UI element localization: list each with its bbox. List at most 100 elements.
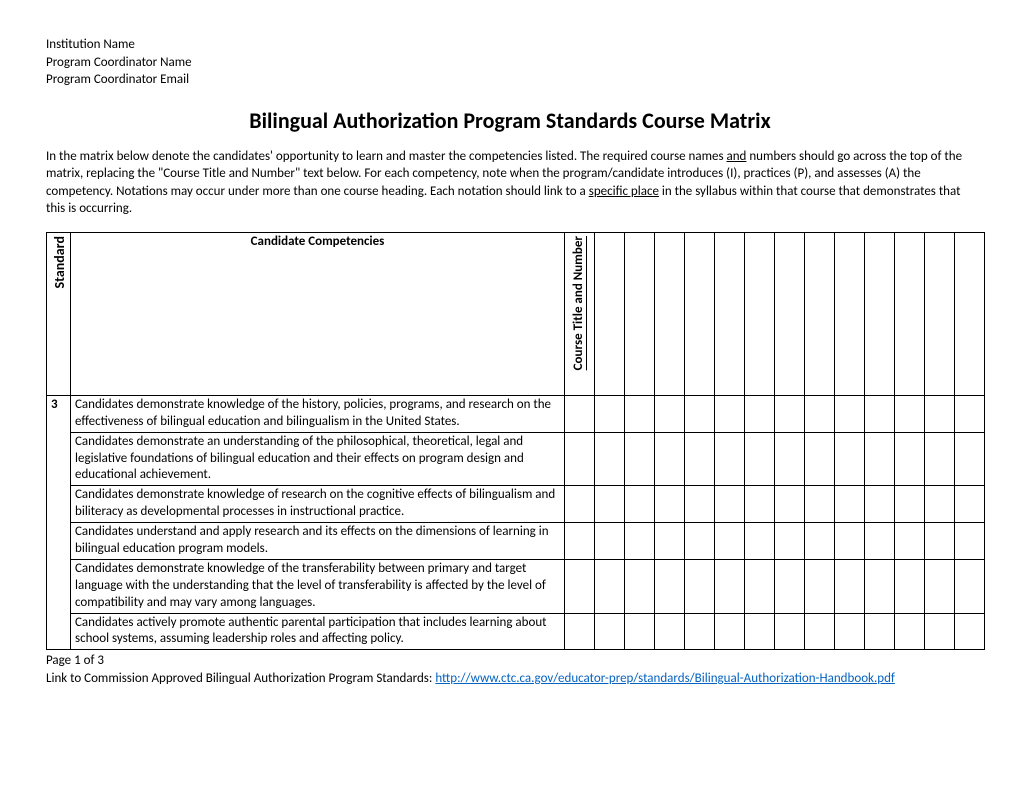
matrix-cell[interactable] [895,523,925,560]
matrix-cell[interactable] [595,559,625,613]
header-course-blank [775,232,805,395]
matrix-cell[interactable] [775,523,805,560]
matrix-cell[interactable] [835,395,865,432]
matrix-cell[interactable] [625,613,655,650]
matrix-cell[interactable] [895,613,925,650]
matrix-cell[interactable] [835,486,865,523]
matrix-cell[interactable] [925,486,955,523]
matrix-cell[interactable] [895,432,925,486]
matrix-cell[interactable] [625,432,655,486]
matrix-cell[interactable] [865,523,895,560]
matrix-cell[interactable] [895,486,925,523]
competency-cell: Candidates demonstrate knowledge of the … [71,559,565,613]
matrix-cell[interactable] [805,613,835,650]
matrix-cell[interactable] [595,395,625,432]
matrix-cell[interactable] [955,559,985,613]
header-course-blank [955,232,985,395]
matrix-cell[interactable] [805,523,835,560]
matrix-cell[interactable] [655,559,685,613]
matrix-cell[interactable] [625,395,655,432]
matrix-cell[interactable] [775,613,805,650]
matrix-cell[interactable] [565,432,595,486]
matrix-cell[interactable] [865,486,895,523]
matrix-cell[interactable] [685,613,715,650]
matrix-cell[interactable] [775,395,805,432]
matrix-cell[interactable] [895,559,925,613]
header-course-blank [655,232,685,395]
matrix-cell[interactable] [625,486,655,523]
matrix-cell[interactable] [655,523,685,560]
matrix-cell[interactable] [715,613,745,650]
matrix-cell[interactable] [925,523,955,560]
matrix-cell[interactable] [775,486,805,523]
header-course-blank [805,232,835,395]
matrix-cell[interactable] [565,523,595,560]
matrix-cell[interactable] [925,613,955,650]
matrix-cell[interactable] [655,432,685,486]
matrix-cell[interactable] [865,613,895,650]
matrix-cell[interactable] [895,395,925,432]
matrix-cell[interactable] [865,432,895,486]
matrix-cell[interactable] [565,613,595,650]
matrix-cell[interactable] [805,432,835,486]
matrix-cell[interactable] [685,559,715,613]
matrix-cell[interactable] [745,486,775,523]
competency-cell: Candidates demonstrate knowledge of the … [71,395,565,432]
matrix-cell[interactable] [775,559,805,613]
matrix-cell[interactable] [565,486,595,523]
matrix-cell[interactable] [955,523,985,560]
matrix-cell[interactable] [715,559,745,613]
matrix-cell[interactable] [625,559,655,613]
matrix-cell[interactable] [955,613,985,650]
matrix-cell[interactable] [865,395,895,432]
matrix-cell[interactable] [865,559,895,613]
matrix-cell[interactable] [775,432,805,486]
competency-cell: Candidates demonstrate an understanding … [71,432,565,486]
matrix-cell[interactable] [745,432,775,486]
matrix-cell[interactable] [955,486,985,523]
matrix-cell[interactable] [925,559,955,613]
matrix-cell[interactable] [715,432,745,486]
matrix-cell[interactable] [805,486,835,523]
matrix-cell[interactable] [715,523,745,560]
matrix-cell[interactable] [745,559,775,613]
header-course-blank [745,232,775,395]
matrix-cell[interactable] [745,613,775,650]
matrix-cell[interactable] [685,523,715,560]
matrix-cell[interactable] [595,486,625,523]
matrix-cell[interactable] [565,559,595,613]
matrix-cell[interactable] [925,395,955,432]
matrix-cell[interactable] [715,395,745,432]
matrix-cell[interactable] [955,395,985,432]
matrix-cell[interactable] [565,395,595,432]
page-number: Page 1 of 3 [46,652,974,670]
matrix-cell[interactable] [595,523,625,560]
footer-link-label: Link to Commission Approved Bilingual Au… [46,671,435,686]
table-body: 3Candidates demonstrate knowledge of the… [47,395,985,649]
matrix-cell[interactable] [715,486,745,523]
matrix-cell[interactable] [745,523,775,560]
matrix-cell[interactable] [925,432,955,486]
table-row: Candidates demonstrate knowledge of rese… [47,486,985,523]
matrix-cell[interactable] [685,395,715,432]
matrix-cell[interactable] [745,395,775,432]
matrix-cell[interactable] [655,395,685,432]
matrix-cell[interactable] [955,432,985,486]
matrix-cell[interactable] [625,523,655,560]
matrix-cell[interactable] [805,559,835,613]
matrix-cell[interactable] [835,523,865,560]
matrix-cell[interactable] [835,613,865,650]
matrix-cell[interactable] [655,613,685,650]
coordinator-name: Program Coordinator Name [46,54,974,72]
matrix-cell[interactable] [595,613,625,650]
matrix-cell[interactable] [685,486,715,523]
matrix-cell[interactable] [835,559,865,613]
institution-name: Institution Name [46,36,974,54]
matrix-cell[interactable] [595,432,625,486]
matrix-cell[interactable] [685,432,715,486]
standards-link[interactable]: http://www.ctc.ca.gov/educator-prep/stan… [435,671,895,686]
matrix-cell[interactable] [835,432,865,486]
intro-underline-1: and [727,149,747,164]
matrix-cell[interactable] [805,395,835,432]
matrix-cell[interactable] [655,486,685,523]
